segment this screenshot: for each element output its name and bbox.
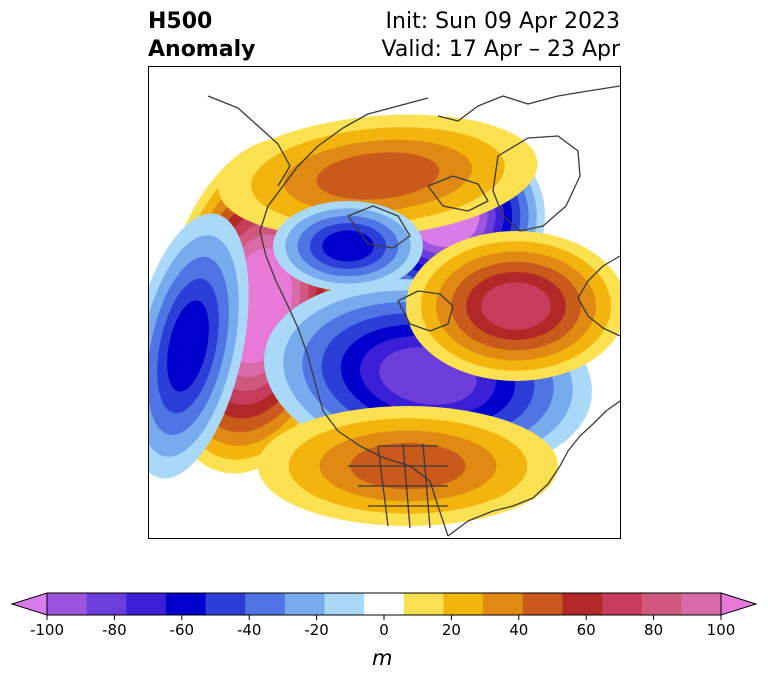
colorbar-min-arrow (10, 592, 48, 616)
coastline-segment (377, 443, 431, 529)
colorbar-tick-label: 0 (379, 621, 389, 639)
field-name: H500 (148, 9, 213, 34)
colorbar-tick-label: -60 (170, 621, 195, 639)
coastline-segment (427, 175, 489, 212)
colorbar-tick-label: 20 (442, 621, 461, 639)
anomaly-contour-band (167, 300, 209, 392)
anomaly-contour-band (322, 230, 374, 262)
field-kind: Anomaly (148, 37, 256, 62)
coastline-segment (492, 135, 581, 232)
colorbar-cell (86, 593, 127, 615)
anomaly-siberian-ridge (406, 231, 621, 381)
colorbar-cell (443, 593, 484, 615)
colorbar-cell (641, 593, 682, 615)
date-info: Init: Sun 09 Apr 2023 Valid: 17 Apr – 23… (382, 8, 621, 64)
colorbar-tick-label: 40 (509, 621, 528, 639)
coastline-segment (577, 255, 621, 337)
colorbar-cell (205, 593, 246, 615)
coastline-segment (437, 85, 621, 122)
init-date: Init: Sun 09 Apr 2023 (385, 9, 620, 34)
anomaly-east-pacific-trough (148, 213, 249, 479)
colorbar-tick-label: 60 (577, 621, 596, 639)
map-frame (148, 66, 621, 539)
colorbar-tick-label: 100 (707, 621, 736, 639)
colorbar-cell (681, 593, 722, 615)
anomaly-contours (148, 114, 621, 526)
colorbar-tick-label: -80 (102, 621, 127, 639)
anomaly-contour-band (481, 282, 551, 330)
coastline-segment (348, 445, 448, 507)
colorbar-cell (403, 593, 444, 615)
coastline-segment (447, 400, 621, 537)
colorbar-cell (364, 593, 405, 615)
anomaly-asia-trough (273, 201, 423, 291)
colorbar-cell (602, 593, 643, 615)
colorbar-unit: m (372, 646, 393, 670)
anomaly-contour-band (316, 152, 440, 200)
colorbar: -100 -80 -60 -40 -20 0 20 40 60 80 100 (10, 592, 758, 639)
coastlines (207, 85, 621, 537)
anomaly-arctic-ridge (218, 114, 538, 238)
valid-range: Valid: 17 Apr – 23 Apr (381, 37, 621, 62)
colorbar-tick-label: 80 (644, 621, 663, 639)
colorbar-cell (483, 593, 524, 615)
coastline-segment (347, 205, 411, 249)
colorbar-cell (47, 593, 88, 615)
colorbar-cell (126, 593, 167, 615)
colorbar-cell (522, 593, 563, 615)
colorbar-cell (324, 593, 365, 615)
anomaly-map (148, 66, 621, 539)
colorbar-tick-label: -20 (304, 621, 329, 639)
colorbar-cell (165, 593, 207, 615)
coastline-segment (207, 95, 291, 187)
coastline-segment (397, 290, 454, 332)
colorbar-cell (245, 593, 286, 615)
colorbar-tick-label: -100 (30, 621, 64, 639)
colorbar-tick-label: -40 (237, 621, 262, 639)
map-title: H500 Anomaly (148, 8, 255, 64)
colorbar-max-arrow (720, 592, 758, 616)
colorbar-cell (562, 593, 603, 615)
colorbar-cell (284, 593, 326, 615)
coastline-segment (259, 97, 449, 537)
